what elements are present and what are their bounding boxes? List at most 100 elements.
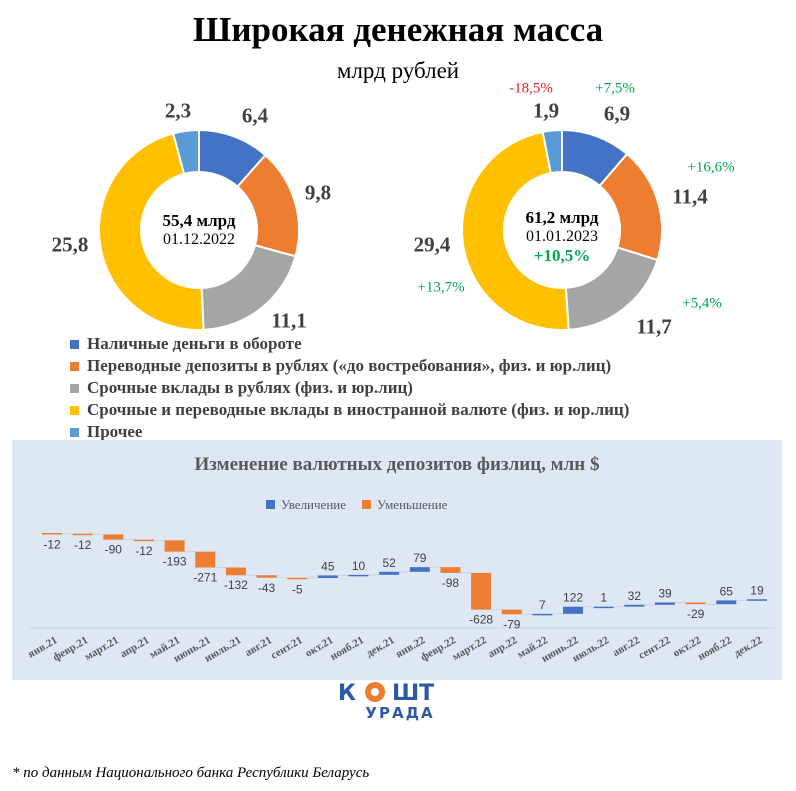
legend-label: Уменьшение [377, 497, 448, 512]
bar-июнь.21 [195, 551, 216, 568]
legend-item-transfer: Переводные депозиты в рублях («до востре… [70, 355, 629, 377]
bar-июнь.22 [563, 606, 584, 614]
x-tick-label: сент.21 [269, 634, 305, 662]
data-label: -193 [163, 555, 187, 569]
waterfall-title: Изменение валютных депозитов физлиц, млн… [194, 454, 600, 475]
data-label: 7 [539, 598, 546, 612]
data-label: -271 [193, 571, 217, 585]
donut-left-total: 55,4 млрд [162, 211, 236, 230]
right-label-foreign: 29,4 [413, 232, 451, 257]
legend-item-cash: Наличные деньги в обороте [70, 333, 629, 355]
data-label: -12 [74, 538, 92, 552]
x-tick-label: март.21 [83, 634, 121, 663]
data-label: -132 [224, 578, 248, 592]
right-label-other: 1,9 [532, 98, 560, 123]
right-label-cash: 6,9 [603, 101, 631, 126]
x-tick-label: апр.22 [486, 634, 520, 660]
donut-right-change: +10,5% [533, 246, 591, 265]
data-label: 39 [658, 586, 672, 600]
donut-right-slice-foreign [461, 130, 570, 331]
right-change-other: -18,5% [509, 80, 553, 97]
svg-text:УРАДА: УРАДА [365, 704, 434, 722]
legend-label: Наличные деньги в обороте [87, 334, 302, 353]
bar-март.22 [471, 572, 492, 610]
bar-апр.22 [501, 609, 522, 615]
donut-charts [98, 128, 663, 331]
bar-янв.22 [409, 567, 430, 572]
legend-swatch [70, 361, 79, 371]
legend-swatch [70, 405, 79, 415]
legend-label: Срочные вклады в рублях (физ. и юр.лиц) [87, 378, 413, 397]
x-tick-label: апр.21 [118, 634, 151, 660]
bar-февр.21 [72, 533, 93, 536]
donut-left-slice-other [171, 128, 200, 176]
bar-сент.21 [287, 577, 308, 580]
legend-decrease: Уменьшение [362, 497, 447, 513]
donut-legend: Наличные деньги в обороте Переводные деп… [70, 333, 629, 443]
data-label: -29 [687, 607, 705, 621]
data-label: -12 [135, 544, 153, 558]
x-tick-label: февр.21 [51, 634, 90, 664]
data-label: -90 [105, 543, 123, 557]
data-label: -628 [469, 613, 493, 627]
legend-label: Увеличение [281, 497, 347, 512]
bar-апр.21 [133, 539, 154, 542]
legend-item-term: Срочные вклады в рублях (физ. и юр.лиц) [70, 377, 629, 399]
legend-label: Переводные депозиты в рублях («до востре… [87, 356, 612, 375]
x-tick-label: авг.21 [243, 634, 274, 659]
x-tick-label: февр.22 [419, 634, 459, 664]
legend-label: Прочее [87, 422, 143, 441]
data-label: 79 [413, 551, 427, 565]
data-label: -5 [292, 582, 303, 596]
data-label: -43 [258, 581, 276, 595]
bar-март.21 [103, 534, 124, 540]
logo: К ШТ УРАДА [320, 680, 480, 727]
legend-item-foreign: Срочные и переводные вклады в иностранно… [70, 399, 629, 421]
bar-май.21 [164, 540, 185, 552]
donut-right-total: 61,2 млрд [525, 208, 599, 227]
bar-авг.21 [256, 575, 277, 578]
data-label: -12 [43, 538, 61, 552]
legend-increase: Увеличение [266, 497, 346, 513]
legend-swatch [70, 339, 79, 349]
bar-февр.22 [440, 567, 461, 573]
x-tick-label: нояб.21 [328, 634, 366, 663]
data-label: 52 [382, 556, 396, 570]
left-label-other: 2,3 [164, 98, 192, 123]
waterfall-panel [12, 440, 782, 680]
donut-right-center: 61,2 млрд 01.01.2023 +10,5% [526, 208, 599, 266]
x-tick-label: сент.22 [637, 634, 673, 662]
bar-дек.21 [379, 571, 400, 575]
data-label: 65 [720, 584, 734, 598]
data-label: 19 [750, 583, 764, 597]
donut-left-slice-foreign [98, 132, 205, 331]
x-tick-label: дек.22 [732, 634, 765, 660]
legend-label: Срочные и переводные вклады в иностранно… [87, 400, 630, 419]
data-label: 45 [321, 559, 335, 573]
logo-image: К ШТ УРАДА [338, 681, 434, 722]
donut-right-slice-other [541, 128, 563, 175]
svg-text:ШТ: ШТ [392, 681, 434, 706]
bar-май.22 [532, 613, 553, 616]
donut-right-date: 01.01.2023 [525, 228, 598, 245]
legend-swatch [70, 383, 79, 393]
x-tick-label: нояб.22 [696, 634, 734, 663]
svg-text:К: К [338, 681, 356, 706]
bar-нояб.22 [716, 600, 737, 605]
legend-item-other: Прочее [70, 421, 629, 443]
right-change-term: +5,4% [682, 295, 722, 312]
data-label: 1 [600, 591, 607, 605]
left-label-term: 11,1 [271, 308, 307, 333]
bar-июль.21 [225, 567, 246, 576]
bar-сент.22 [655, 602, 675, 605]
right-change-cash: +7,5% [595, 80, 635, 97]
bar-нояб.21 [348, 574, 369, 577]
x-tick-label: март.22 [450, 634, 489, 663]
page-title: Широкая денежная масса [192, 10, 604, 49]
left-label-foreign: 25,8 [51, 232, 89, 257]
donut-left-date: 01.12.2022 [162, 231, 235, 248]
right-change-foreign: +13,7% [417, 279, 465, 296]
data-label: -98 [442, 576, 460, 590]
footnote: * по данным Национального банка Республи… [12, 765, 370, 781]
